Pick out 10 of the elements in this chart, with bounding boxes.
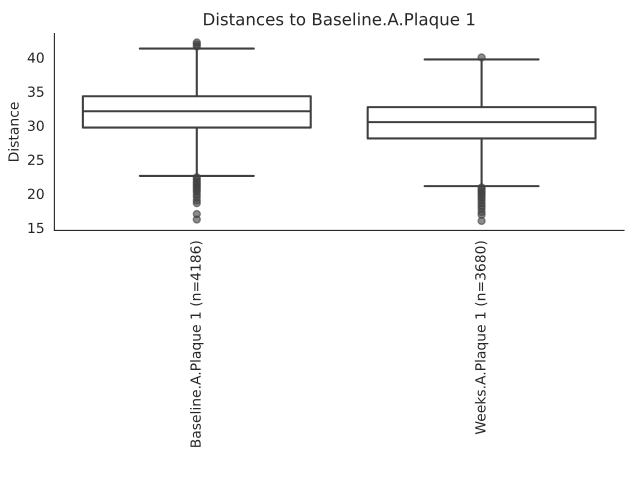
y-tick-label: 25 <box>28 154 44 166</box>
y-tick-label: 20 <box>28 188 44 200</box>
y-tick-label: 35 <box>28 86 44 97</box>
chart-title: Distances to Baseline.A.Plaque 1 <box>204 12 474 29</box>
y-tick-label: 40 <box>28 52 44 63</box>
y-axis-title: Distance <box>8 102 19 161</box>
y-tick-label: 30 <box>28 120 44 132</box>
x-tick-label: Weeks.A.Plaque 1 (n=3680) <box>474 241 488 434</box>
y-tick-label: 15 <box>28 222 44 234</box>
x-tick-label: Baseline.A.Plaque 1 (n=4186) <box>190 241 204 447</box>
